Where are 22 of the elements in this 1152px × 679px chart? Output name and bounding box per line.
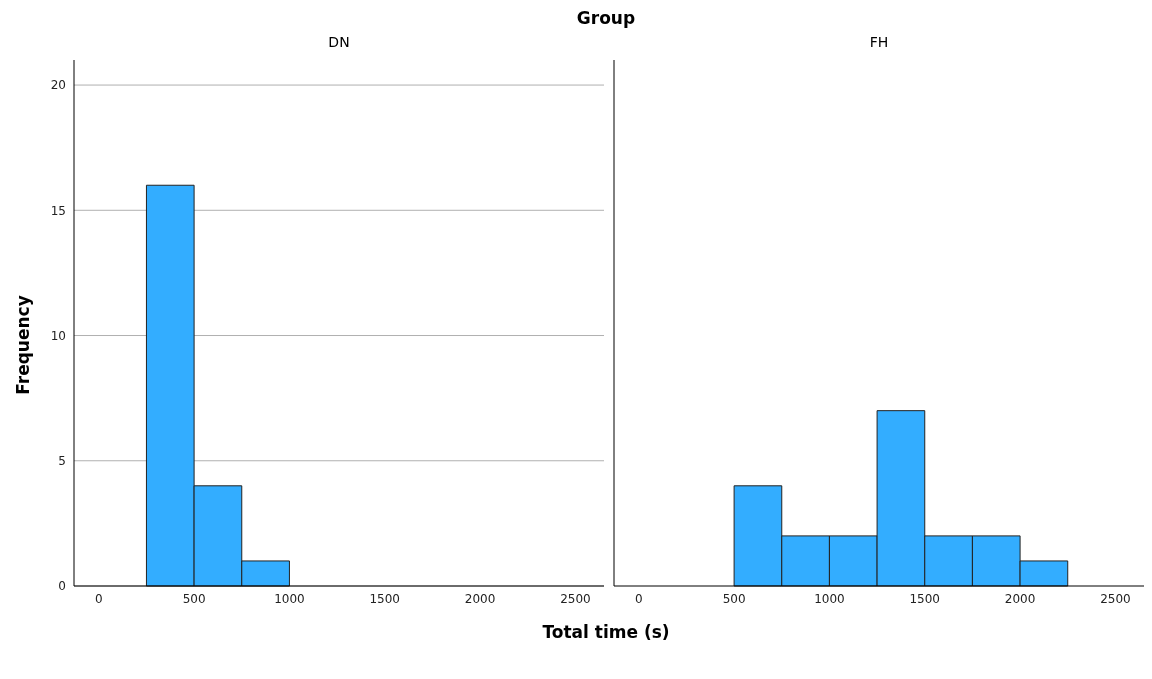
y-tick-label: 10 (50, 328, 66, 343)
x-tick-label: 500 (722, 591, 746, 606)
x-tick-label: 1000 (814, 591, 845, 606)
x-tick-label: 1500 (909, 591, 941, 606)
x-tick-label: 2500 (560, 591, 591, 606)
x-tick-label: 2000 (464, 591, 496, 606)
y-tick-label: 5 (58, 454, 66, 469)
chart-title: FH (868, 34, 890, 52)
y-tick-label: 20 (50, 78, 66, 93)
x-tick-label: 1500 (369, 591, 401, 606)
y-axis-title: Frequency (13, 295, 33, 395)
x-tick-label: 1000 (274, 591, 305, 606)
x-tick-label: 2000 (1004, 591, 1036, 606)
x-tick-label: 0 (634, 591, 643, 606)
y-tick-label: 15 (50, 203, 66, 218)
text: Group (575, 8, 637, 30)
x-tick-label: 0 (94, 591, 103, 606)
chart-title: DN (327, 34, 351, 52)
x-tick-label: 2500 (1100, 591, 1131, 606)
x-tick-label: 500 (182, 591, 206, 606)
y-tick-label: 0 (58, 579, 66, 594)
x-axis-title: Total time (s) (541, 622, 671, 642)
